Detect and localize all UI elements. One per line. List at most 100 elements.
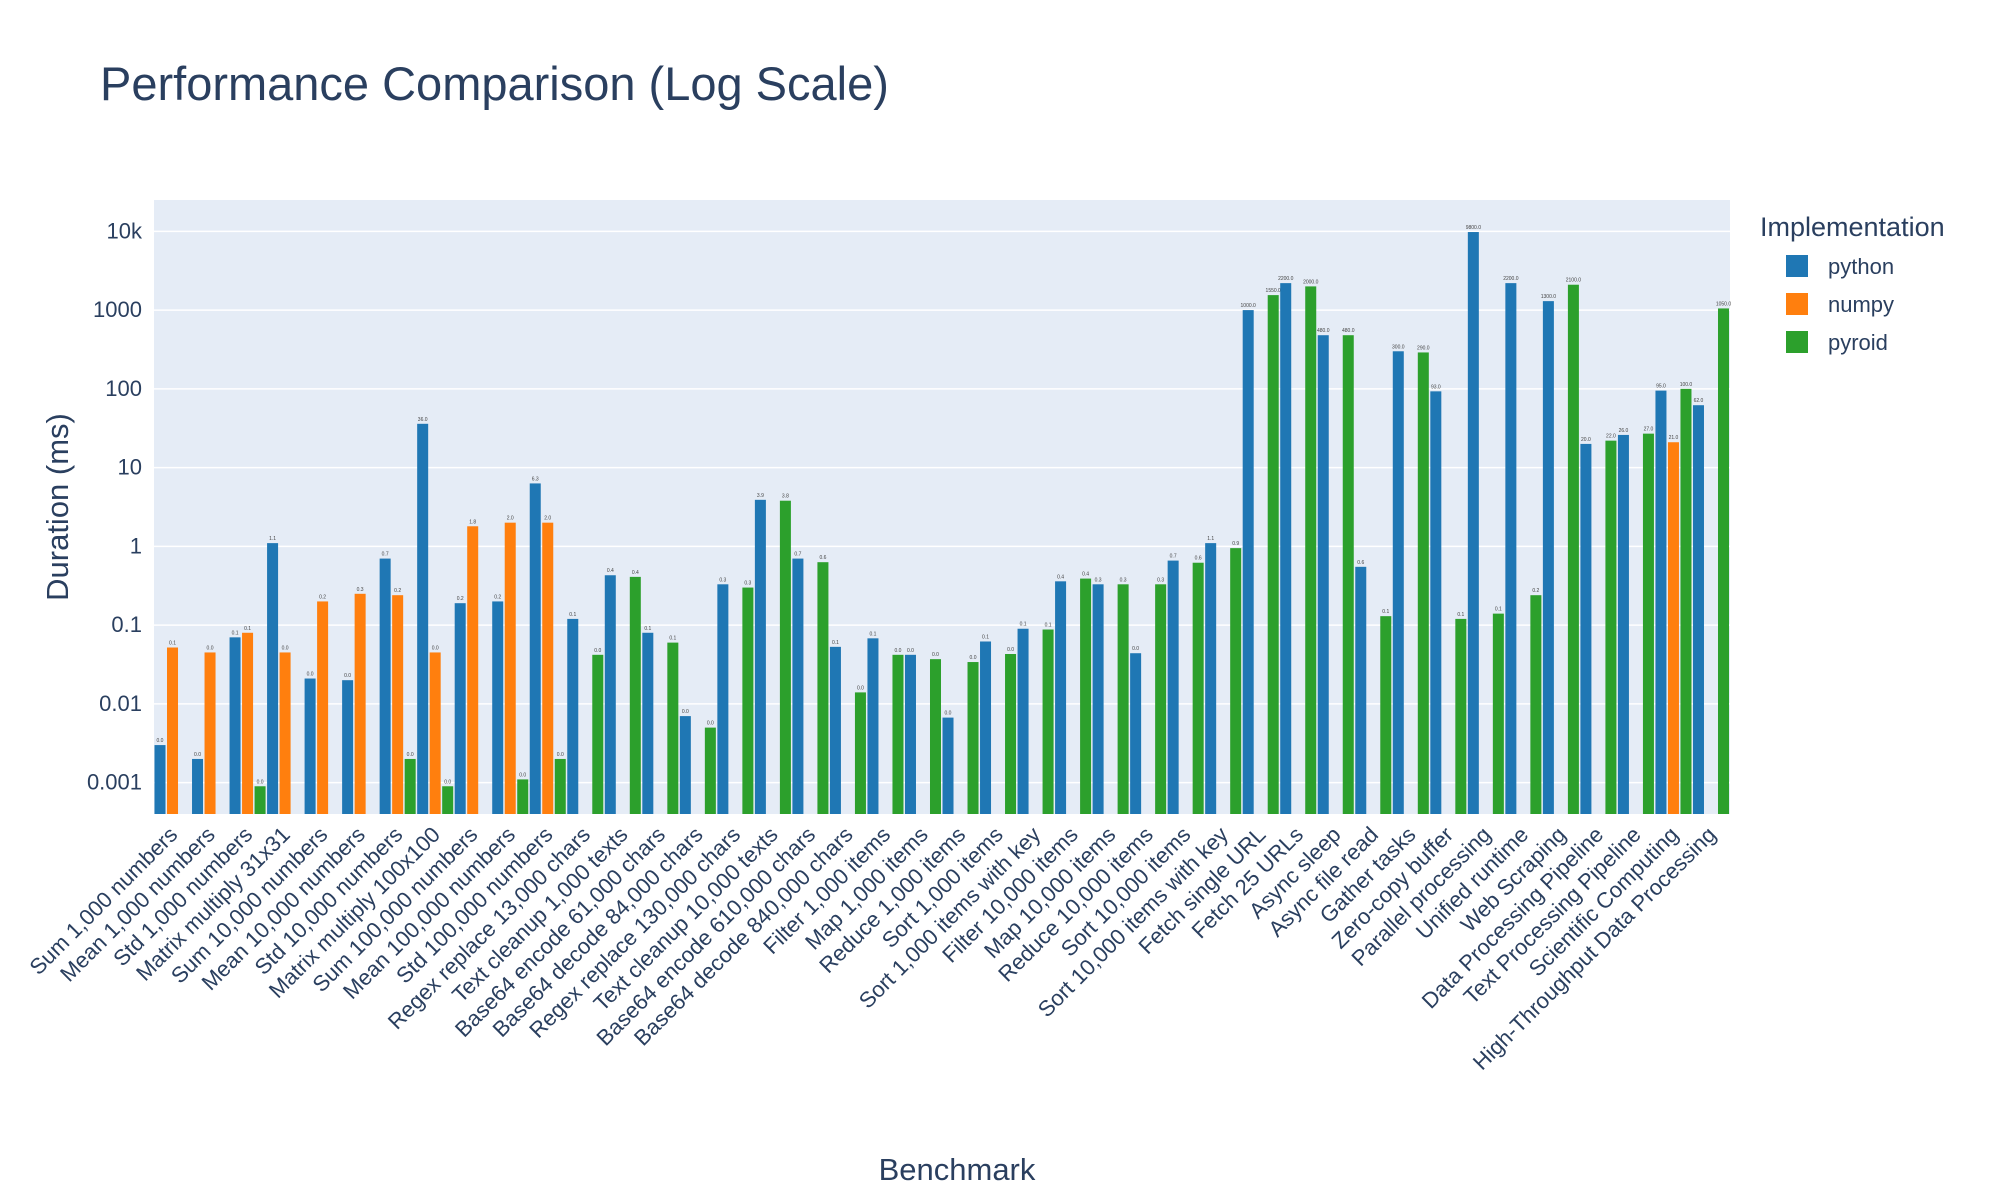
bar-value-label: 1.8 <box>469 519 476 525</box>
bar-value-label: 0.1 <box>244 626 251 632</box>
bar-numpy <box>467 526 479 814</box>
bar-python <box>904 654 916 814</box>
bar-pyroid <box>1192 562 1204 814</box>
y-tick-label: 1 <box>130 533 142 558</box>
bar-python <box>1580 443 1592 814</box>
bar-python <box>867 638 879 814</box>
bar-pyroid <box>517 779 529 814</box>
bar-value-label: 3.9 <box>757 493 764 499</box>
bar-pyroid <box>1642 433 1654 814</box>
bar-python <box>342 680 354 814</box>
bar-value-label: 0.3 <box>1157 577 1164 583</box>
bar-python <box>1467 232 1479 815</box>
y-axis-title: Duration (ms) <box>40 413 75 601</box>
bar-value-label: 0.4 <box>607 568 614 574</box>
bar-value-label: 2.0 <box>544 516 551 522</box>
bar-python <box>154 745 166 814</box>
legend-label-numpy: numpy <box>1828 292 1894 317</box>
bar-value-label: 93.0 <box>1431 384 1441 390</box>
bar-value-label: 0.0 <box>594 648 601 654</box>
bar-python <box>980 641 992 814</box>
bar-python <box>454 603 466 814</box>
bar-pyroid <box>1530 595 1542 814</box>
bar-value-label: 2.0 <box>507 516 514 522</box>
bar-pyroid <box>742 587 754 814</box>
bar-value-label: 0.1 <box>982 634 989 640</box>
bar-value-label: 0.3 <box>719 577 726 583</box>
bar-pyroid <box>667 642 679 814</box>
bar-python <box>604 575 616 814</box>
bar-pyroid <box>1267 295 1279 814</box>
bar-value-label: 290.0 <box>1417 345 1430 351</box>
bar-python <box>1317 335 1329 814</box>
bar-value-label: 0.0 <box>932 652 939 658</box>
bar-value-label: 0.1 <box>169 641 176 647</box>
bar-value-label: 0.9 <box>1232 541 1239 547</box>
bar-numpy <box>429 652 441 814</box>
y-tick-label: 0.001 <box>87 770 142 795</box>
bar-pyroid <box>779 500 791 814</box>
bar-value-label: 0.1 <box>644 626 651 632</box>
bar-python <box>1167 560 1179 814</box>
bar-value-label: 0.0 <box>682 709 689 715</box>
bar-value-label: 0.0 <box>970 655 977 661</box>
legend-items: python numpy pyroid <box>1786 254 1894 355</box>
bar-pyroid <box>967 662 979 814</box>
bar-pyroid <box>1305 286 1317 814</box>
bar-value-label: 0.1 <box>232 630 239 636</box>
bar-value-label: 2200.0 <box>1278 276 1294 282</box>
bar-pyroid <box>1417 352 1429 814</box>
bar-pyroid <box>1605 440 1617 814</box>
bar-value-label: 0.0 <box>307 672 314 678</box>
bar-value-label: 0.0 <box>157 738 164 744</box>
chart-title: Performance Comparison (Log Scale) <box>100 57 889 110</box>
bar-pyroid <box>1005 654 1017 814</box>
bar-numpy <box>504 522 516 814</box>
bar-value-label: 0.1 <box>669 636 676 642</box>
bar-value-label: 1.1 <box>269 536 276 542</box>
bar-value-label: 0.3 <box>1120 577 1127 583</box>
bar-value-label: 0.1 <box>1020 622 1027 628</box>
bar-value-label: 0.6 <box>819 555 826 561</box>
bar-pyroid <box>404 758 416 814</box>
bar-python <box>679 716 691 814</box>
bar-pyroid <box>929 659 941 814</box>
bar-value-label: 6.3 <box>532 476 539 482</box>
y-tick-label: 10 <box>118 455 142 480</box>
bar-pyroid <box>1230 548 1242 814</box>
bar-numpy <box>317 601 329 814</box>
x-axis-title: Benchmark <box>879 1152 1036 1187</box>
bar-pyroid <box>554 758 566 814</box>
bar-value-label: 0.0 <box>432 645 439 651</box>
bar-pyroid <box>1042 629 1054 814</box>
bar-pyroid <box>1117 584 1129 814</box>
bar-value-label: 20.0 <box>1581 437 1591 443</box>
bar-numpy <box>242 632 254 814</box>
bar-value-label: 0.2 <box>394 588 401 594</box>
bar-value-label: 36.0 <box>418 417 428 423</box>
legend-swatch-pyroid <box>1786 331 1808 353</box>
bar-value-label: 0.6 <box>1195 556 1202 562</box>
bar-value-label: 0.3 <box>357 587 364 593</box>
bar-pyroid <box>442 786 454 814</box>
bar-value-label: 0.1 <box>1045 623 1052 629</box>
bar-value-label: 0.1 <box>569 612 576 618</box>
bar-value-label: 3.8 <box>782 494 789 500</box>
bar-pyroid <box>1680 388 1692 814</box>
bar-python <box>529 483 541 814</box>
bar-pyroid <box>254 786 266 814</box>
bar-value-label: 0.0 <box>194 752 201 758</box>
bar-python <box>1092 584 1104 814</box>
gridlines <box>154 230 1730 784</box>
bar-value-label: 1550.0 <box>1266 288 1282 294</box>
bar-python <box>1430 391 1442 814</box>
bar-value-label: 95.0 <box>1656 384 1666 390</box>
bar-value-label: 0.3 <box>1095 577 1102 583</box>
bar-pyroid <box>704 727 716 814</box>
bar-value-label: 1000.0 <box>1241 303 1257 309</box>
bar-python <box>1055 581 1067 814</box>
bar-python <box>1242 310 1254 814</box>
bar-python <box>417 423 429 814</box>
bar-value-label: 0.0 <box>894 648 901 654</box>
